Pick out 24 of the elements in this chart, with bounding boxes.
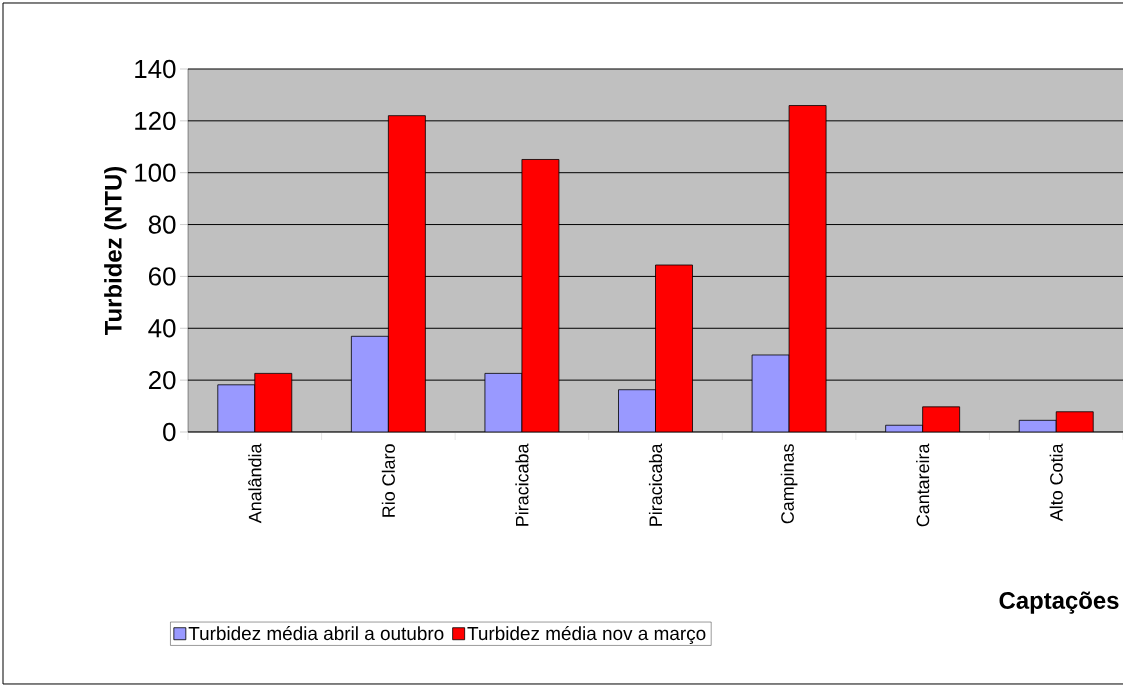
y-tick-label: 120 bbox=[135, 111, 176, 131]
x-tick-label: Analândia bbox=[248, 443, 262, 524]
x-axis-title: Captações bbox=[999, 591, 1119, 614]
bar bbox=[350, 335, 389, 432]
bar bbox=[751, 354, 790, 432]
y-tick-label: 40 bbox=[148, 319, 176, 338]
bar bbox=[484, 372, 523, 432]
y-tick-label: 100 bbox=[135, 163, 176, 182]
y-tick-label: 20 bbox=[148, 370, 176, 390]
y-tick-label: 60 bbox=[148, 267, 176, 286]
y-tick-label: 0 bbox=[163, 422, 176, 442]
x-tick-label: Campinas bbox=[780, 444, 798, 524]
bar bbox=[217, 384, 256, 432]
y-tick-label: 80 bbox=[148, 215, 176, 234]
x-tick-label: Alto Cotia bbox=[1049, 443, 1063, 522]
bar bbox=[618, 389, 656, 432]
x-tick-label: Rio Claro bbox=[381, 444, 395, 517]
x-tick-label: Piracicaba bbox=[648, 443, 663, 526]
y-tick-label: 140 bbox=[135, 59, 176, 79]
legend-label: Turbidez média abril a outubro bbox=[188, 626, 444, 641]
x-tick-label: Cantareira bbox=[916, 443, 930, 527]
y-axis-title: Turbidez (NTU) bbox=[104, 166, 127, 335]
x-tick-label: Piracicaba bbox=[515, 443, 529, 526]
legend-label: Turbidez média nov a março bbox=[467, 626, 706, 644]
